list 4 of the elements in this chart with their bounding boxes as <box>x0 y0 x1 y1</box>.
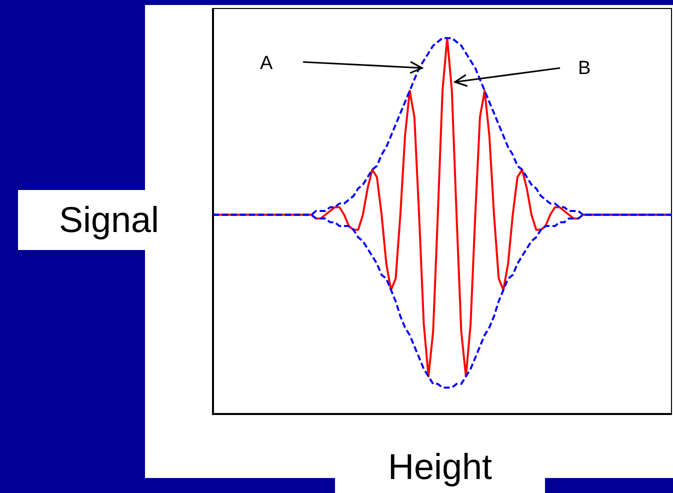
x-axis-title: Height <box>335 440 545 493</box>
annotation: B <box>578 58 591 79</box>
annotation: A <box>260 53 273 74</box>
y-axis-title: Signal <box>18 190 200 250</box>
